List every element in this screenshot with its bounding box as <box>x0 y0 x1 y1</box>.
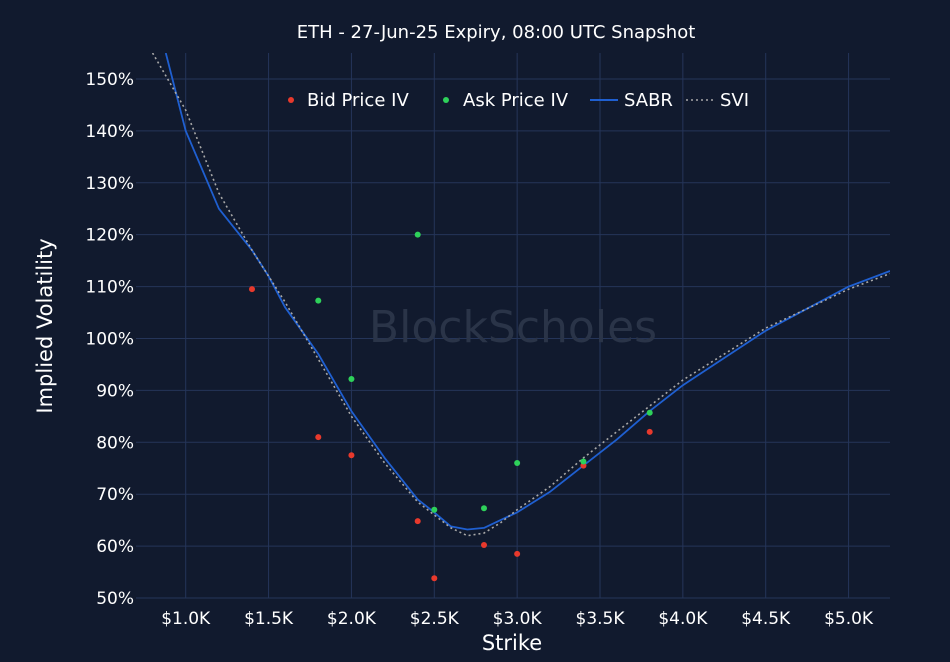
series-line-sabr <box>164 53 890 531</box>
x-tick-label: $5.0K <box>824 609 874 629</box>
data-point-bid-price-iv <box>348 452 355 459</box>
series-line-svi <box>151 53 890 537</box>
data-point-ask-price-iv <box>315 297 322 304</box>
x-tick-label: $2.5K <box>410 609 460 629</box>
data-point-ask-price-iv <box>481 505 487 512</box>
x-tick-label: $1.5K <box>244 609 294 629</box>
data-point-ask-price-iv <box>580 458 587 465</box>
data-point-bid-price-iv <box>315 434 322 441</box>
legend: Bid Price IV Ask Price IV SABR SVI <box>288 90 749 111</box>
y-tick-label: 80% <box>96 433 134 453</box>
y-tick-label: 110% <box>85 278 134 298</box>
y-tick-label: 50% <box>96 589 134 609</box>
x-axis-ticks: $1.0K $1.5K $2.0K $2.5K $3.0K $3.5K $4.0K $4.5K… <box>161 609 874 629</box>
data-point-bid-price-iv <box>414 518 421 525</box>
x-axis-title: Strike <box>482 631 542 655</box>
x-tick-label: $2.0K <box>327 609 377 629</box>
data-point-bid-price-iv <box>580 462 587 469</box>
x-tick-label: $3.0K <box>493 609 543 629</box>
y-tick-label: 70% <box>96 485 134 505</box>
data-point-bid-price-iv <box>481 542 487 549</box>
legend-ask-price-iv-label: Ask Price IV <box>463 90 569 111</box>
legend-bid-price-iv-label: Bid Price IV <box>307 90 409 111</box>
legend-ask-price-iv-swatch <box>443 97 449 103</box>
data-point-bid-price-iv <box>514 550 521 557</box>
y-tick-label: 60% <box>96 537 134 557</box>
x-tick-label: $4.5K <box>741 609 791 629</box>
grid <box>136 53 890 599</box>
data-point-ask-price-iv <box>431 506 438 513</box>
data-point-bid-price-iv <box>431 575 438 582</box>
data-point-ask-price-iv <box>414 231 421 238</box>
y-tick-label: 150% <box>85 70 134 90</box>
x-tick-label: $4.0K <box>658 609 708 629</box>
x-tick-label: $1.0K <box>161 609 211 629</box>
legend-sabr-label: SABR <box>624 90 673 111</box>
series-layer <box>151 53 890 582</box>
x-tick-label: $3.5K <box>576 609 626 629</box>
legend-bid-price-iv-swatch <box>288 97 294 103</box>
y-axis-ticks: 50% 60% 70% 80% 90% 100% 110% 120% 130% 140% 150% <box>85 70 134 609</box>
chart-title: ETH - 27-Jun-25 Expiry, 08:00 UTC Snapsh… <box>297 22 696 43</box>
y-tick-label: 100% <box>85 329 134 349</box>
data-point-ask-price-iv <box>348 375 355 382</box>
data-point-bid-price-iv <box>249 286 255 293</box>
y-axis-title: Implied Volatility <box>33 238 57 413</box>
y-tick-label: 90% <box>96 381 134 401</box>
y-tick-label: 140% <box>85 122 134 142</box>
data-point-ask-price-iv <box>514 460 521 467</box>
y-tick-label: 120% <box>85 226 134 246</box>
data-point-bid-price-iv <box>646 428 653 435</box>
data-point-ask-price-iv <box>646 409 653 416</box>
y-tick-label: 130% <box>85 174 134 194</box>
watermark: BlockScholes <box>369 302 657 353</box>
legend-svi-label: SVI <box>720 90 749 111</box>
